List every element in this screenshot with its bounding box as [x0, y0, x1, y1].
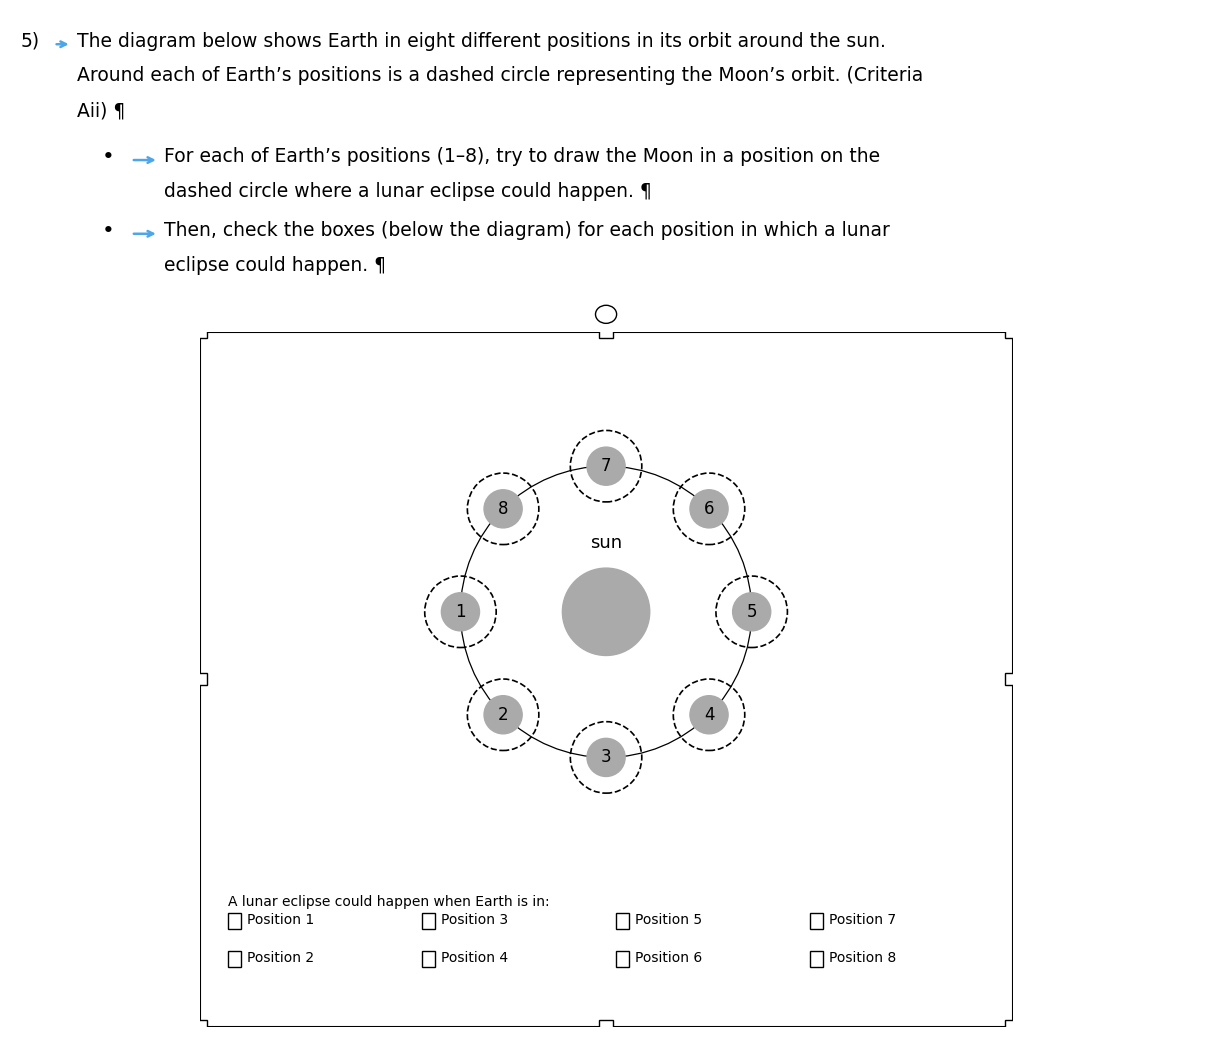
Text: 4: 4 [703, 706, 714, 723]
Circle shape [562, 569, 650, 655]
Text: Position 5: Position 5 [635, 913, 702, 927]
Bar [809, 913, 824, 929]
FancyBboxPatch shape [599, 325, 613, 338]
Text: Around each of Earth’s positions is a dashed circle representing the Moon’s orbi: Around each of Earth’s positions is a da… [77, 66, 922, 85]
FancyBboxPatch shape [1005, 673, 1020, 686]
Text: Position 2: Position 2 [247, 951, 314, 966]
Text: •: • [101, 147, 114, 167]
Text: A lunar eclipse could happen when Earth is in:: A lunar eclipse could happen when Earth … [228, 895, 549, 909]
Text: 7: 7 [601, 457, 611, 475]
FancyBboxPatch shape [1005, 325, 1020, 338]
Bar [616, 913, 629, 929]
FancyBboxPatch shape [599, 1020, 613, 1033]
Text: The diagram below shows Earth in eight different positions in its orbit around t: The diagram below shows Earth in eight d… [77, 32, 886, 51]
Text: Position 8: Position 8 [829, 951, 897, 966]
Text: 8: 8 [498, 500, 509, 518]
FancyBboxPatch shape [192, 325, 207, 338]
FancyBboxPatch shape [1005, 1020, 1020, 1033]
Text: 5): 5) [21, 32, 39, 51]
Bar [421, 952, 436, 968]
Text: Position 7: Position 7 [829, 913, 897, 927]
Circle shape [484, 696, 522, 734]
Text: For each of Earth’s positions (1–8), try to draw the Moon in a position on the: For each of Earth’s positions (1–8), try… [163, 147, 880, 166]
Bar [809, 952, 824, 968]
Text: Position 6: Position 6 [635, 951, 702, 966]
Text: •: • [101, 221, 114, 241]
Bar [228, 913, 241, 929]
Text: eclipse could happen. ¶: eclipse could happen. ¶ [163, 256, 386, 275]
Circle shape [733, 593, 770, 631]
Circle shape [690, 696, 728, 734]
Bar [421, 913, 436, 929]
Text: Position 1: Position 1 [247, 913, 314, 927]
Text: sun: sun [590, 534, 622, 552]
Bar [228, 952, 241, 968]
Text: 6: 6 [703, 500, 714, 518]
FancyBboxPatch shape [192, 673, 207, 686]
FancyBboxPatch shape [200, 332, 1013, 1027]
Text: 3: 3 [601, 749, 611, 767]
Text: 5: 5 [746, 602, 757, 621]
FancyBboxPatch shape [192, 1020, 207, 1033]
Circle shape [690, 490, 728, 528]
Circle shape [442, 593, 479, 631]
Circle shape [484, 490, 522, 528]
Text: dashed circle where a lunar eclipse could happen. ¶: dashed circle where a lunar eclipse coul… [163, 182, 651, 201]
Bar [616, 952, 629, 968]
Circle shape [587, 738, 626, 776]
Circle shape [587, 448, 626, 485]
Text: 2: 2 [498, 706, 509, 723]
Text: Position 3: Position 3 [441, 913, 509, 927]
Text: 1: 1 [455, 602, 466, 621]
Text: Then, check the boxes (below the diagram) for each position in which a lunar: Then, check the boxes (below the diagram… [163, 221, 890, 240]
Text: Aii) ¶: Aii) ¶ [77, 101, 125, 120]
Text: Position 4: Position 4 [441, 951, 509, 966]
